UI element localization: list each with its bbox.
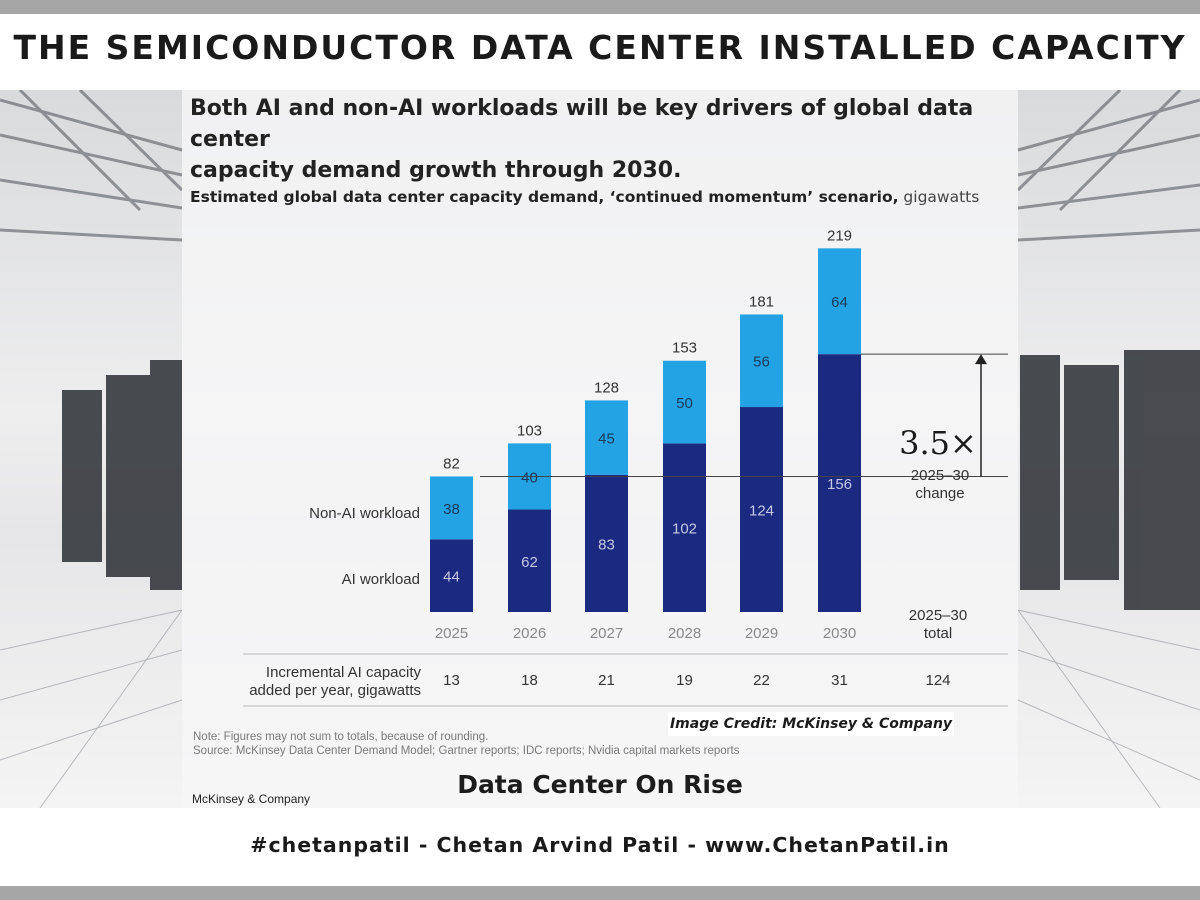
x-tick-2029: 2029 xyxy=(745,625,778,642)
legend-ai-workload: AI workload xyxy=(342,571,420,588)
total-label-2028: 153 xyxy=(672,340,697,357)
incremental-value-2027: 21 xyxy=(598,672,615,689)
data-label-ai-2030: 156 xyxy=(827,476,852,493)
bar-non-ai-2030 xyxy=(818,248,861,355)
data-label-non-ai-2029: 56 xyxy=(753,354,770,371)
subtitle-text: Estimated global data center capacity de… xyxy=(190,188,899,206)
bar-ai-2025 xyxy=(430,539,473,612)
total-column-header-line-1: 2025–30 xyxy=(909,607,967,624)
total-label-2027: 128 xyxy=(594,379,619,396)
data-label-ai-2027: 83 xyxy=(598,536,615,553)
change-arrow-head xyxy=(975,354,987,365)
change-label-line-1: 2025–30 xyxy=(911,467,969,484)
data-label-ai-2026: 62 xyxy=(521,554,538,571)
headline-line-1: Both AI and non-AI workloads will be key… xyxy=(190,96,974,152)
x-tick-2025: 2025 xyxy=(435,625,468,642)
bar-ai-2026 xyxy=(508,509,551,612)
total-label-2030: 219 xyxy=(827,227,852,244)
subtitle-unit: gigawatts xyxy=(898,188,980,206)
incremental-value-2025: 13 xyxy=(443,672,460,689)
bar-non-ai-2025 xyxy=(430,476,473,540)
incremental-value-2026: 18 xyxy=(521,672,538,689)
incremental-value-2029: 22 xyxy=(753,672,770,689)
data-label-ai-2029: 124 xyxy=(749,503,774,520)
bar-ai-2027 xyxy=(585,474,628,612)
change-label-line-2: change xyxy=(915,485,964,502)
data-label-ai-2028: 102 xyxy=(672,521,697,538)
data-label-ai-2025: 44 xyxy=(443,569,460,586)
chart-headline: Both AI and non-AI workloads will be key… xyxy=(190,93,1010,186)
data-label-non-ai-2027: 45 xyxy=(598,431,615,448)
bottom-frame-bar xyxy=(0,886,1200,900)
legend-non-ai-workload: Non-AI workload xyxy=(309,505,420,522)
x-tick-2026: 2026 xyxy=(513,625,546,642)
bar-ai-2028 xyxy=(663,443,706,612)
top-frame-bar xyxy=(0,0,1200,14)
total-column-header-line-2: total xyxy=(924,625,952,642)
incremental-total-value: 124 xyxy=(925,672,950,689)
incremental-value-2028: 19 xyxy=(676,672,693,689)
bar-ai-2029 xyxy=(740,407,783,612)
data-label-non-ai-2028: 50 xyxy=(676,395,693,412)
tagline: Data Center On Rise xyxy=(457,770,743,799)
bar-non-ai-2028 xyxy=(663,360,706,444)
x-tick-2030: 2030 xyxy=(823,625,856,642)
image-credit: Image Credit: McKinsey & Company xyxy=(668,712,954,736)
data-label-non-ai-2026: 40 xyxy=(521,469,538,486)
change-multiplier: 3.5× xyxy=(899,424,977,462)
incremental-row-label-line-1: Incremental AI capacity xyxy=(266,664,422,681)
x-tick-2027: 2027 xyxy=(590,625,623,642)
page-title: THE SEMICONDUCTOR DATA CENTER INSTALLED … xyxy=(13,28,1187,67)
data-label-non-ai-2030: 64 xyxy=(831,294,848,311)
total-label-2029: 181 xyxy=(749,293,774,310)
total-label-2025: 82 xyxy=(443,455,460,472)
x-tick-2028: 2028 xyxy=(668,625,701,642)
headline-line-2: capacity demand growth through 2030. xyxy=(190,158,682,183)
incremental-row-label-line-2: added per year, gigawatts xyxy=(249,682,421,699)
bar-non-ai-2027 xyxy=(585,400,628,475)
mckinsey-brand: McKinsey & Company xyxy=(192,792,311,806)
chart-subtitle: Estimated global data center capacity de… xyxy=(190,188,1010,206)
footer-author-line: #chetanpatil - Chetan Arvind Patil - www… xyxy=(250,833,950,857)
chart-note: Note: Figures may not sum to totals, bec… xyxy=(193,731,489,743)
data-label-non-ai-2025: 38 xyxy=(443,501,460,518)
chart-source: Source: McKinsey Data Center Demand Mode… xyxy=(193,745,740,757)
bar-ai-2030 xyxy=(818,354,861,612)
total-label-2026: 103 xyxy=(517,422,542,439)
incremental-value-2030: 31 xyxy=(831,672,848,689)
bar-non-ai-2029 xyxy=(740,314,783,408)
